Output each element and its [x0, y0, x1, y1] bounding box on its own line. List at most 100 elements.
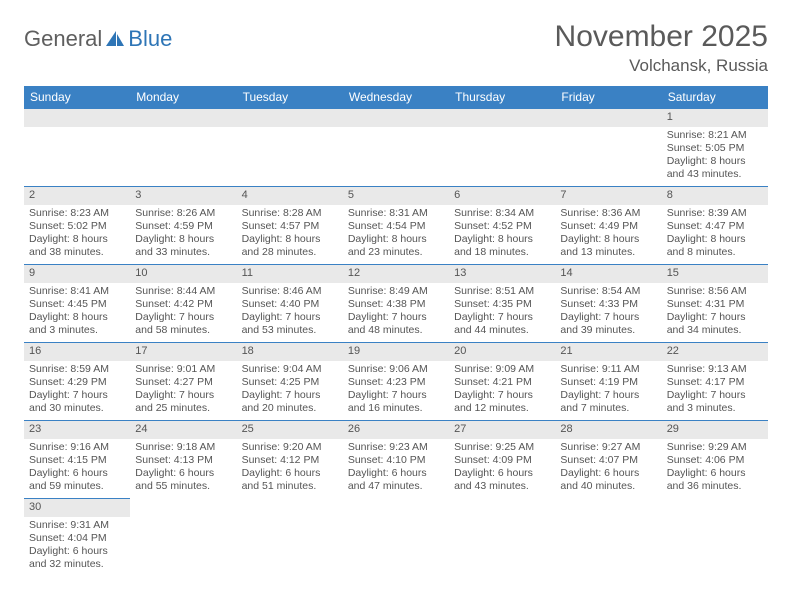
- day-details: Sunrise: 8:31 AMSunset: 4:54 PMDaylight:…: [343, 205, 449, 264]
- empty-day-bar: [555, 109, 661, 127]
- sunset-text: Sunset: 4:19 PM: [560, 376, 656, 389]
- empty-day-bar: [237, 109, 343, 127]
- daylight-line1: Daylight: 7 hours: [667, 389, 763, 402]
- calendar-day-cell: 15Sunrise: 8:56 AMSunset: 4:31 PMDayligh…: [662, 265, 768, 343]
- daylight-line2: and 3 minutes.: [667, 402, 763, 415]
- sunrise-text: Sunrise: 8:46 AM: [242, 285, 338, 298]
- sunset-text: Sunset: 4:21 PM: [454, 376, 550, 389]
- calendar-day-cell: 14Sunrise: 8:54 AMSunset: 4:33 PMDayligh…: [555, 265, 661, 343]
- calendar-day-cell: 4Sunrise: 8:28 AMSunset: 4:57 PMDaylight…: [237, 187, 343, 265]
- logo-sail-icon: [104, 29, 126, 49]
- day-number: 15: [662, 265, 768, 283]
- calendar-day-cell: 8Sunrise: 8:39 AMSunset: 4:47 PMDaylight…: [662, 187, 768, 265]
- daylight-line1: Daylight: 8 hours: [454, 233, 550, 246]
- sunset-text: Sunset: 4:13 PM: [135, 454, 231, 467]
- calendar-day-cell: [343, 499, 449, 577]
- day-details: Sunrise: 8:56 AMSunset: 4:31 PMDaylight:…: [662, 283, 768, 342]
- sunrise-text: Sunrise: 8:39 AM: [667, 207, 763, 220]
- sunrise-text: Sunrise: 9:01 AM: [135, 363, 231, 376]
- sunset-text: Sunset: 4:17 PM: [667, 376, 763, 389]
- daylight-line2: and 18 minutes.: [454, 246, 550, 259]
- sunrise-text: Sunrise: 9:13 AM: [667, 363, 763, 376]
- sunrise-text: Sunrise: 8:23 AM: [29, 207, 125, 220]
- calendar-day-cell: 27Sunrise: 9:25 AMSunset: 4:09 PMDayligh…: [449, 421, 555, 499]
- daylight-line1: Daylight: 8 hours: [667, 155, 763, 168]
- day-number: 9: [24, 265, 130, 283]
- day-details: Sunrise: 9:01 AMSunset: 4:27 PMDaylight:…: [130, 361, 236, 420]
- calendar-day-cell: 12Sunrise: 8:49 AMSunset: 4:38 PMDayligh…: [343, 265, 449, 343]
- daylight-line1: Daylight: 6 hours: [29, 545, 125, 558]
- daylight-line2: and 13 minutes.: [560, 246, 656, 259]
- sunrise-text: Sunrise: 9:09 AM: [454, 363, 550, 376]
- calendar-day-cell: 20Sunrise: 9:09 AMSunset: 4:21 PMDayligh…: [449, 343, 555, 421]
- day-details: Sunrise: 8:23 AMSunset: 5:02 PMDaylight:…: [24, 205, 130, 264]
- day-details: Sunrise: 8:34 AMSunset: 4:52 PMDaylight:…: [449, 205, 555, 264]
- sunrise-text: Sunrise: 9:20 AM: [242, 441, 338, 454]
- daylight-line1: Daylight: 6 hours: [454, 467, 550, 480]
- day-details: Sunrise: 9:27 AMSunset: 4:07 PMDaylight:…: [555, 439, 661, 498]
- day-number: 30: [24, 499, 130, 517]
- sunrise-text: Sunrise: 9:29 AM: [667, 441, 763, 454]
- sunset-text: Sunset: 4:33 PM: [560, 298, 656, 311]
- sunrise-text: Sunrise: 8:28 AM: [242, 207, 338, 220]
- daylight-line2: and 33 minutes.: [135, 246, 231, 259]
- calendar-day-cell: 5Sunrise: 8:31 AMSunset: 4:54 PMDaylight…: [343, 187, 449, 265]
- sunrise-text: Sunrise: 9:06 AM: [348, 363, 444, 376]
- daylight-line2: and 40 minutes.: [560, 480, 656, 493]
- sunset-text: Sunset: 4:09 PM: [454, 454, 550, 467]
- calendar-day-cell: 22Sunrise: 9:13 AMSunset: 4:17 PMDayligh…: [662, 343, 768, 421]
- weekday-header: Tuesday: [237, 86, 343, 109]
- calendar-week-row: 9Sunrise: 8:41 AMSunset: 4:45 PMDaylight…: [24, 265, 768, 343]
- sunrise-text: Sunrise: 8:56 AM: [667, 285, 763, 298]
- daylight-line1: Daylight: 7 hours: [454, 311, 550, 324]
- calendar-day-cell: 18Sunrise: 9:04 AMSunset: 4:25 PMDayligh…: [237, 343, 343, 421]
- calendar-day-cell: [237, 109, 343, 187]
- calendar-week-row: 30Sunrise: 9:31 AMSunset: 4:04 PMDayligh…: [24, 499, 768, 577]
- day-number: 6: [449, 187, 555, 205]
- sunrise-text: Sunrise: 8:51 AM: [454, 285, 550, 298]
- calendar-day-cell: 24Sunrise: 9:18 AMSunset: 4:13 PMDayligh…: [130, 421, 236, 499]
- calendar-day-cell: 6Sunrise: 8:34 AMSunset: 4:52 PMDaylight…: [449, 187, 555, 265]
- day-details: Sunrise: 8:26 AMSunset: 4:59 PMDaylight:…: [130, 205, 236, 264]
- day-details: Sunrise: 9:09 AMSunset: 4:21 PMDaylight:…: [449, 361, 555, 420]
- day-details: Sunrise: 9:23 AMSunset: 4:10 PMDaylight:…: [343, 439, 449, 498]
- daylight-line1: Daylight: 6 hours: [29, 467, 125, 480]
- calendar-day-cell: 2Sunrise: 8:23 AMSunset: 5:02 PMDaylight…: [24, 187, 130, 265]
- calendar-day-cell: [130, 109, 236, 187]
- daylight-line2: and 8 minutes.: [667, 246, 763, 259]
- sunrise-text: Sunrise: 9:23 AM: [348, 441, 444, 454]
- daylight-line1: Daylight: 8 hours: [667, 233, 763, 246]
- daylight-line2: and 47 minutes.: [348, 480, 444, 493]
- sunrise-text: Sunrise: 8:41 AM: [29, 285, 125, 298]
- empty-day-bar: [24, 109, 130, 127]
- day-details: Sunrise: 9:31 AMSunset: 4:04 PMDaylight:…: [24, 517, 130, 576]
- sunrise-text: Sunrise: 8:59 AM: [29, 363, 125, 376]
- day-number: 26: [343, 421, 449, 439]
- day-details: Sunrise: 8:49 AMSunset: 4:38 PMDaylight:…: [343, 283, 449, 342]
- daylight-line2: and 53 minutes.: [242, 324, 338, 337]
- sunset-text: Sunset: 4:40 PM: [242, 298, 338, 311]
- calendar-day-cell: [130, 499, 236, 577]
- day-details: Sunrise: 8:46 AMSunset: 4:40 PMDaylight:…: [237, 283, 343, 342]
- sunset-text: Sunset: 4:12 PM: [242, 454, 338, 467]
- day-number: 18: [237, 343, 343, 361]
- daylight-line2: and 59 minutes.: [29, 480, 125, 493]
- day-number: 4: [237, 187, 343, 205]
- logo-text-blue: Blue: [128, 26, 172, 52]
- day-number: 13: [449, 265, 555, 283]
- daylight-line2: and 51 minutes.: [242, 480, 338, 493]
- day-details: Sunrise: 8:59 AMSunset: 4:29 PMDaylight:…: [24, 361, 130, 420]
- calendar-day-cell: 17Sunrise: 9:01 AMSunset: 4:27 PMDayligh…: [130, 343, 236, 421]
- daylight-line2: and 20 minutes.: [242, 402, 338, 415]
- sunset-text: Sunset: 5:05 PM: [667, 142, 763, 155]
- calendar-day-cell: 1Sunrise: 8:21 AMSunset: 5:05 PMDaylight…: [662, 109, 768, 187]
- day-details: Sunrise: 9:25 AMSunset: 4:09 PMDaylight:…: [449, 439, 555, 498]
- day-number: 10: [130, 265, 236, 283]
- sunset-text: Sunset: 4:35 PM: [454, 298, 550, 311]
- sunset-text: Sunset: 4:06 PM: [667, 454, 763, 467]
- sunrise-text: Sunrise: 9:27 AM: [560, 441, 656, 454]
- daylight-line1: Daylight: 8 hours: [29, 311, 125, 324]
- sunset-text: Sunset: 4:38 PM: [348, 298, 444, 311]
- sunrise-text: Sunrise: 8:34 AM: [454, 207, 550, 220]
- day-number: 11: [237, 265, 343, 283]
